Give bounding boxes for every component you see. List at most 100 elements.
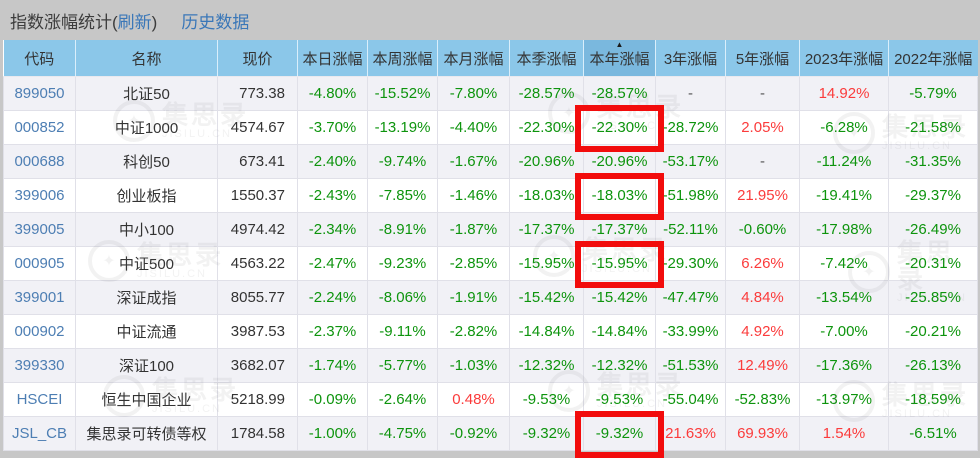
cell-y2022: -20.21% <box>888 314 978 349</box>
cell-month: -1.46% <box>437 178 510 213</box>
cell-name: 恒生中国企业 <box>75 382 218 417</box>
cell-week: -9.74% <box>367 144 438 179</box>
index-code-link[interactable]: JSL_CB <box>3 416 76 451</box>
cell-week: -7.85% <box>367 178 438 213</box>
cell-year: -15.95% <box>575 241 664 288</box>
cell-month: 0.48% <box>437 382 510 417</box>
cell-price: 8055.77 <box>217 280 298 315</box>
cell-y3: -53.17% <box>655 144 726 179</box>
column-header-y2022[interactable]: 2022年涨幅 <box>888 40 978 77</box>
cell-y2022: -21.58% <box>888 110 978 145</box>
column-header-y2023[interactable]: 2023年涨幅 <box>799 40 889 77</box>
cell-y3: -29.30% <box>655 246 726 281</box>
cell-quarter: -14.84% <box>509 314 584 349</box>
column-label: 现价 <box>242 50 273 68</box>
cell-month: -2.82% <box>437 314 510 349</box>
column-header-code[interactable]: 代码 <box>3 40 76 77</box>
cell-day: -2.43% <box>297 178 368 213</box>
index-change-table: 代码 名称 现价 本日涨幅 本周涨幅 本月涨幅 本季涨幅 ▲ 本年涨幅 3年涨幅 5年涨幅 2023年… <box>3 40 978 458</box>
index-code-link[interactable]: 399005 <box>3 212 76 247</box>
cell-y2023: -19.41% <box>799 178 889 213</box>
table-header: 代码 名称 现价 本日涨幅 本周涨幅 本月涨幅 本季涨幅 ▲ 本年涨幅 3年涨幅 5年涨幅 2023年… <box>3 40 978 77</box>
cell-y2023: -6.28% <box>799 110 889 145</box>
cell-y3: -51.98% <box>655 178 726 213</box>
cell-y5: 21.95% <box>725 178 800 213</box>
cell-day: -2.47% <box>297 246 368 281</box>
column-header-week[interactable]: 本周涨幅 <box>367 40 438 77</box>
cell-name: 深证成指 <box>75 280 218 315</box>
column-header-price[interactable]: 现价 <box>217 40 298 77</box>
history-data-link[interactable]: 历史数据 <box>181 12 250 32</box>
cell-price: 1550.37 <box>217 178 298 213</box>
cell-y3: -55.04% <box>655 382 726 417</box>
index-code-link[interactable]: 000852 <box>3 110 76 145</box>
cell-price: 4574.67 <box>217 110 298 145</box>
cell-price: 4563.22 <box>217 246 298 281</box>
cell-y2022: -25.85% <box>888 280 978 315</box>
cell-week: -8.91% <box>367 212 438 247</box>
cell-y2023: -7.42% <box>799 246 889 281</box>
index-code-link[interactable]: 399330 <box>3 348 76 383</box>
column-label: 2023年涨幅 <box>804 50 884 68</box>
cell-name: 创业板指 <box>75 178 218 213</box>
cell-day: -2.34% <box>297 212 368 247</box>
column-header-y5[interactable]: 5年涨幅 <box>725 40 800 77</box>
cell-week: -4.75% <box>367 416 438 451</box>
cell-y2022: -26.49% <box>888 212 978 247</box>
cell-y2022: -31.35% <box>888 144 978 179</box>
cell-day: -2.40% <box>297 144 368 179</box>
cell-year: -22.30% <box>575 105 664 152</box>
cell-quarter: -17.37% <box>509 212 584 247</box>
index-code-link[interactable]: 399001 <box>3 280 76 315</box>
sort-ascending-icon: ▲ <box>615 40 624 49</box>
cell-price: 3682.07 <box>217 348 298 383</box>
cell-y2022: -5.79% <box>888 76 978 111</box>
index-code-link[interactable]: HSCEI <box>3 382 76 417</box>
cell-quarter: -12.32% <box>509 348 584 383</box>
cell-y2023: -7.00% <box>799 314 889 349</box>
cell-day: -1.00% <box>297 416 368 451</box>
cell-quarter: -15.42% <box>509 280 584 315</box>
cell-year: -9.53% <box>583 382 656 417</box>
cell-y5: 4.92% <box>725 314 800 349</box>
refresh-link[interactable]: 刷新 <box>117 12 152 32</box>
index-table-container: 代码 名称 现价 本日涨幅 本周涨幅 本月涨幅 本季涨幅 ▲ 本年涨幅 3年涨幅 5年涨幅 2023年… <box>3 40 978 458</box>
cell-y3: -47.47% <box>655 280 726 315</box>
column-label: 本周涨幅 <box>372 50 433 68</box>
page-title-paren: ) <box>151 12 158 32</box>
cell-day: -0.09% <box>297 382 368 417</box>
column-label: 5年涨幅 <box>735 50 790 68</box>
cell-name: 中证500 <box>75 246 218 281</box>
column-header-quarter[interactable]: 本季涨幅 <box>509 40 584 77</box>
table-row: JSL_CB 集思录可转债等权 1784.58 -1.00% -4.75% -0.92% -… <box>3 411 978 458</box>
cell-year: -9.32% <box>575 411 664 458</box>
column-header-y3[interactable]: 3年涨幅 <box>655 40 726 77</box>
cell-week: -8.06% <box>367 280 438 315</box>
index-code-link[interactable]: 399006 <box>3 178 76 213</box>
titlebar: 指数涨幅统计(刷新) 历史数据 <box>0 0 980 40</box>
index-code-link[interactable]: 899050 <box>3 76 76 111</box>
cell-name: 中证1000 <box>75 110 218 145</box>
cell-y5: 2.05% <box>725 110 800 145</box>
index-code-link[interactable]: 000905 <box>3 246 76 281</box>
cell-y2023: 1.54% <box>799 416 889 451</box>
cell-day: -2.24% <box>297 280 368 315</box>
column-header-name[interactable]: 名称 <box>75 40 218 77</box>
cell-y2023: -13.54% <box>799 280 889 315</box>
table-body: 899050 北证50 773.38 -4.80% -15.52% -7.80% -28.5… <box>3 76 978 458</box>
index-code-link[interactable]: 000688 <box>3 144 76 179</box>
cell-year: -18.03% <box>575 173 664 220</box>
cell-y2022: -18.59% <box>888 382 978 417</box>
cell-year: -14.84% <box>583 314 656 349</box>
cell-name: 深证100 <box>75 348 218 383</box>
cell-price: 673.41 <box>217 144 298 179</box>
cell-year: -15.42% <box>583 280 656 315</box>
header-row: 代码 名称 现价 本日涨幅 本周涨幅 本月涨幅 本季涨幅 ▲ 本年涨幅 3年涨幅 5年涨幅 2023年… <box>3 40 978 77</box>
cell-price: 3987.53 <box>217 314 298 349</box>
cell-week: -9.11% <box>367 314 438 349</box>
index-code-link[interactable]: 000902 <box>3 314 76 349</box>
column-header-month[interactable]: 本月涨幅 <box>437 40 510 77</box>
column-header-day[interactable]: 本日涨幅 <box>297 40 368 77</box>
column-header-year[interactable]: ▲ 本年涨幅 <box>583 40 656 77</box>
cell-year: -17.37% <box>583 212 656 247</box>
